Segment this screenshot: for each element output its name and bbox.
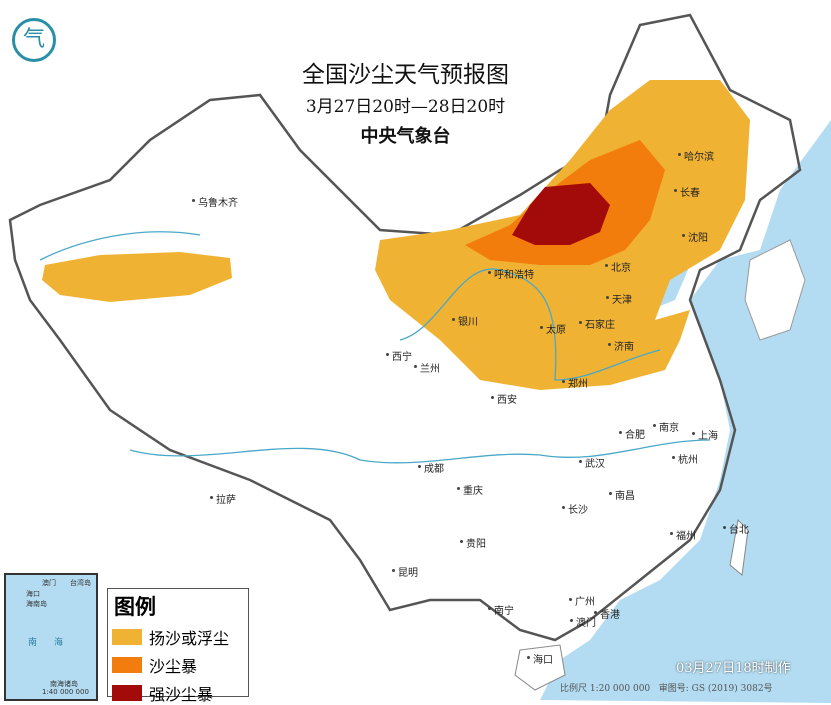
scale: 比例尺 1:20 000 000 bbox=[560, 684, 651, 694]
city-label: 长春 bbox=[674, 184, 700, 199]
agency: 中央气象台 bbox=[360, 126, 451, 147]
legend-item: 扬沙或浮尘 bbox=[112, 625, 248, 649]
inset-label: 澳门 bbox=[42, 579, 56, 587]
inset-label: 海 bbox=[54, 638, 64, 648]
city-label: 合肥 bbox=[619, 426, 645, 441]
inset-label: 南海诸岛 bbox=[50, 680, 78, 688]
city-label: 上海 bbox=[692, 427, 718, 442]
cma-logo: 气 bbox=[12, 18, 56, 62]
korea bbox=[744, 239, 806, 341]
inset-label: 1:40 000 000 bbox=[42, 688, 89, 696]
city-label: 长沙 bbox=[562, 501, 588, 516]
yangtze-river bbox=[129, 439, 711, 464]
city-label: 银川 bbox=[452, 313, 478, 328]
legend-label: 扬沙或浮尘 bbox=[149, 629, 230, 648]
city-label: 重庆 bbox=[457, 482, 483, 497]
city-label: 香港 bbox=[594, 606, 620, 621]
city-label: 昆明 bbox=[392, 564, 418, 579]
city-label: 杭州 bbox=[672, 451, 698, 466]
swatch-severe-sandstorm bbox=[112, 685, 142, 701]
city-label: 武汉 bbox=[579, 455, 605, 470]
scale-info: 比例尺 1:20 000 000 审图号: GS (2019) 3082号 bbox=[560, 681, 773, 694]
legend-label: 沙尘暴 bbox=[149, 657, 198, 676]
china-border bbox=[8, 13, 802, 642]
city-label: 广州 bbox=[569, 593, 595, 608]
city-label: 南京 bbox=[653, 419, 679, 434]
city-label: 台北 bbox=[723, 521, 749, 536]
inset-label: 海南岛 bbox=[26, 600, 47, 608]
inset-label: 南 bbox=[28, 638, 38, 648]
made-time: 03月27日18时制作 bbox=[676, 661, 791, 676]
city-label: 南昌 bbox=[609, 487, 635, 502]
city-label: 哈尔滨 bbox=[678, 148, 714, 163]
city-label: 天津 bbox=[606, 291, 632, 306]
taiwan bbox=[729, 518, 749, 576]
city-label: 济南 bbox=[608, 338, 634, 353]
city-label: 福州 bbox=[670, 527, 696, 542]
city-label: 石家庄 bbox=[579, 316, 615, 331]
severe-sandstorm-area bbox=[512, 183, 610, 245]
legend-label: 强沙尘暴 bbox=[149, 685, 214, 704]
city-label: 澳门 bbox=[570, 614, 596, 629]
city-label: 西安 bbox=[491, 391, 517, 406]
city-label: 兰州 bbox=[414, 360, 440, 375]
tarim-river bbox=[39, 231, 201, 261]
city-label: 呼和浩特 bbox=[488, 266, 534, 281]
south-china-sea-inset: 澳门 台湾岛 海口 海南岛 南 海 南海诸岛 1:40 000 000 bbox=[4, 573, 98, 701]
city-label: 北京 bbox=[605, 259, 631, 274]
city-label: 南宁 bbox=[488, 602, 514, 617]
swatch-sandstorm bbox=[112, 657, 142, 673]
forecast-period: 3月27日20时—28日20时 bbox=[305, 97, 506, 117]
city-label: 乌鲁木齐 bbox=[192, 194, 238, 209]
city-label: 太原 bbox=[540, 321, 566, 336]
map-approval-number: 审图号: GS (2019) 3082号 bbox=[658, 684, 773, 694]
map-title: 全国沙尘天气预报图 bbox=[302, 62, 509, 88]
yellow-river bbox=[399, 268, 661, 381]
city-label: 沈阳 bbox=[682, 229, 708, 244]
city-label: 拉萨 bbox=[210, 491, 236, 506]
city-label: 海口 bbox=[527, 651, 553, 666]
swatch-blowing-sand bbox=[112, 629, 142, 645]
city-label: 西宁 bbox=[386, 348, 412, 363]
legend-item: 沙尘暴 bbox=[112, 653, 248, 677]
legend: 图例 扬沙或浮尘 沙尘暴 强沙尘暴 bbox=[107, 588, 249, 704]
city-label: 贵阳 bbox=[460, 535, 486, 550]
inset-label: 台湾岛 bbox=[70, 579, 91, 587]
city-label: 郑州 bbox=[562, 375, 588, 390]
inset-label: 海口 bbox=[26, 590, 40, 598]
dust-blowing-sand-area-west bbox=[42, 252, 232, 302]
city-label: 成都 bbox=[418, 460, 444, 475]
legend-title: 图例 bbox=[114, 594, 156, 619]
legend-item: 强沙尘暴 bbox=[112, 681, 248, 705]
